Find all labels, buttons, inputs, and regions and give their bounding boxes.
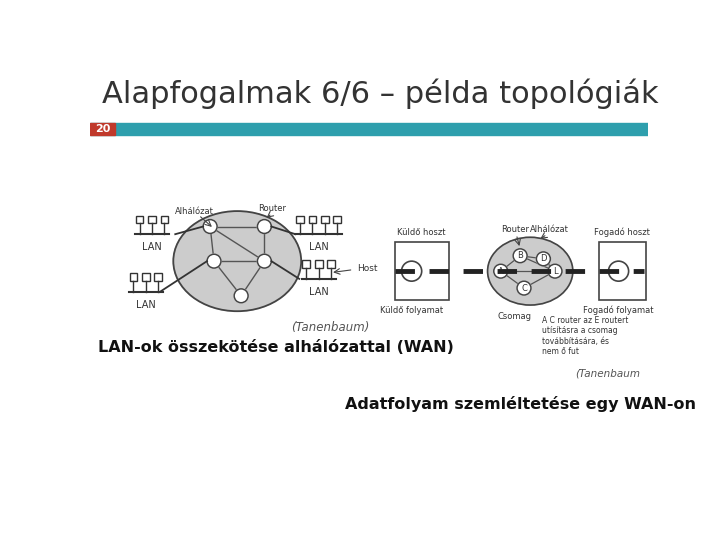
Text: Csomag: Csomag (498, 312, 531, 321)
Bar (161, 215, 168, 224)
Text: LAN: LAN (136, 300, 156, 309)
Bar (315, 260, 323, 268)
Circle shape (536, 252, 550, 266)
Circle shape (608, 261, 629, 281)
Bar (327, 260, 335, 268)
Text: (Tanenbaum: (Tanenbaum (575, 369, 640, 379)
Text: Küldő folyamat: Küldő folyamat (380, 306, 444, 315)
Text: Adatfolyam szemléltetése egy WAN-on: Adatfolyam szemléltetése egy WAN-on (345, 396, 696, 412)
Bar (148, 215, 156, 224)
Bar (130, 273, 138, 281)
Text: LAN: LAN (309, 242, 328, 252)
Circle shape (513, 249, 527, 262)
Text: Alhálózat: Alhálózat (530, 225, 569, 234)
Bar (296, 215, 304, 224)
Circle shape (494, 264, 508, 278)
Circle shape (203, 220, 217, 233)
Text: Router: Router (500, 225, 528, 234)
Bar (154, 273, 162, 281)
Text: D: D (540, 254, 546, 264)
Text: Router: Router (258, 204, 286, 213)
Text: Fogadó folyamat: Fogadó folyamat (583, 306, 654, 315)
Text: Küldő hoszt: Küldő hoszt (397, 228, 446, 237)
Circle shape (517, 281, 531, 295)
Text: LAN: LAN (142, 242, 162, 252)
Text: (Tanenbaum): (Tanenbaum) (291, 321, 369, 334)
Circle shape (258, 254, 271, 268)
Circle shape (402, 261, 422, 281)
Circle shape (548, 264, 562, 278)
Bar (309, 215, 316, 224)
Circle shape (207, 254, 221, 268)
Circle shape (258, 220, 271, 233)
Ellipse shape (487, 237, 573, 305)
Text: A: A (498, 267, 503, 275)
Text: Fogadó hoszt: Fogadó hoszt (595, 228, 650, 237)
Bar (302, 260, 310, 268)
Bar (90, 123, 648, 135)
Text: LAN: LAN (309, 287, 328, 296)
Ellipse shape (174, 211, 301, 311)
Circle shape (234, 289, 248, 303)
Text: A C router az E routert
utísításra a csomag
továbbítására, és
nem ő fut: A C router az E routert utísításra a cso… (542, 316, 628, 356)
Text: B: B (517, 251, 523, 260)
Bar (90, 123, 114, 135)
Bar (333, 215, 341, 224)
Text: LAN-ok összekötése alhálózattal (WAN): LAN-ok összekötése alhálózattal (WAN) (98, 340, 454, 355)
Text: L: L (553, 267, 557, 275)
Bar (321, 215, 329, 224)
Text: Alhálózat: Alhálózat (175, 207, 214, 215)
Bar (136, 215, 143, 224)
Bar (599, 242, 646, 300)
Text: C: C (521, 284, 527, 293)
Text: 20: 20 (95, 124, 110, 134)
Bar (395, 242, 449, 300)
Text: Alapfogalmak 6/6 – példa topológiák: Alapfogalmak 6/6 – példa topológiák (102, 79, 658, 109)
Bar (142, 273, 150, 281)
Text: Host: Host (357, 265, 378, 273)
